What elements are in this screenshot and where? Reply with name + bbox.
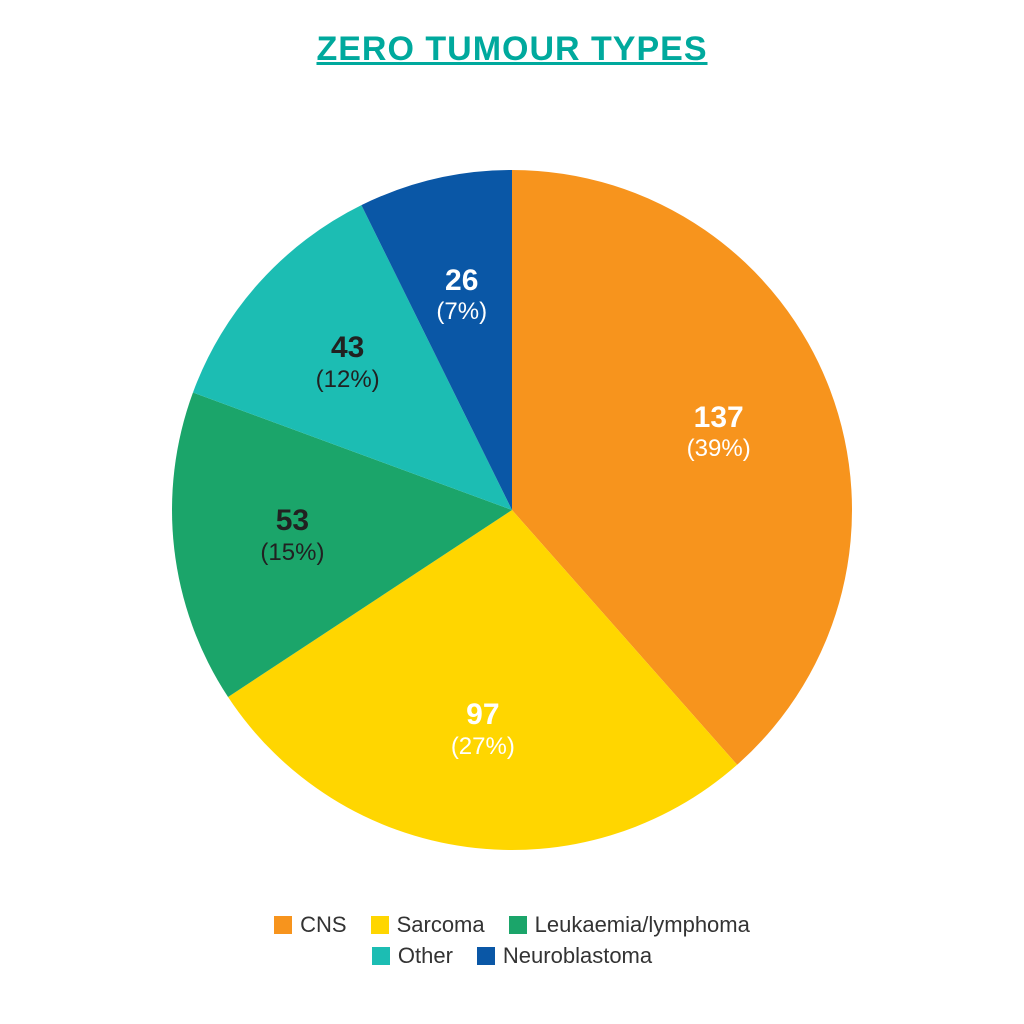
legend: CNS Sarcoma Leukaemia/lymphoma Other Neurobl… <box>0 908 1024 974</box>
legend-item: Leukaemia/lymphoma <box>509 912 750 938</box>
legend-row: Other Neuroblastoma <box>0 943 1024 970</box>
legend-label: Neuroblastoma <box>503 943 652 969</box>
legend-item: CNS <box>274 912 346 938</box>
legend-item: Neuroblastoma <box>477 943 652 969</box>
legend-label: CNS <box>300 912 346 938</box>
chart-title: ZERO TUMOUR TYPES <box>0 30 1024 69</box>
legend-item: Sarcoma <box>371 912 485 938</box>
legend-label: Sarcoma <box>397 912 485 938</box>
legend-swatch <box>371 916 389 934</box>
chart-container: ZERO TUMOUR TYPES CNS Sarcoma Leukaemia/ly… <box>0 0 1024 1024</box>
legend-swatch <box>274 916 292 934</box>
legend-label: Other <box>398 943 453 969</box>
legend-label: Leukaemia/lymphoma <box>535 912 750 938</box>
legend-swatch <box>477 947 495 965</box>
legend-swatch <box>372 947 390 965</box>
pie-svg <box>170 168 854 852</box>
legend-swatch <box>509 916 527 934</box>
legend-row: CNS Sarcoma Leukaemia/lymphoma <box>0 912 1024 939</box>
legend-item: Other <box>372 943 453 969</box>
